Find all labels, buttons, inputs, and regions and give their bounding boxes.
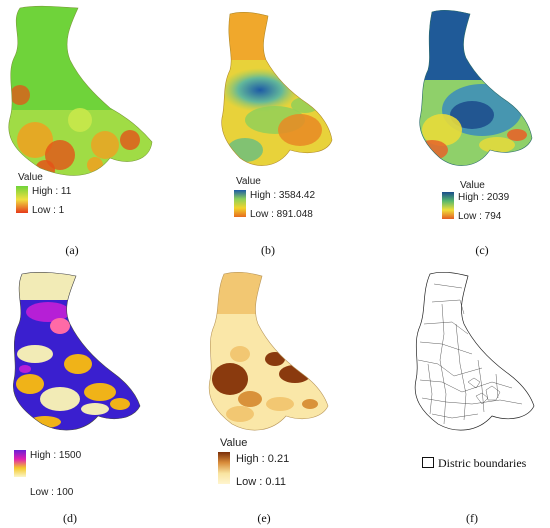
panel-caption: (a) <box>65 243 79 257</box>
panel-b: Value High : 3584.42 Low : 891.048 (b) <box>190 0 370 264</box>
boundary-label: Distric boundaries <box>438 456 527 470</box>
legend-title: Value <box>236 176 261 187</box>
legend-low-label: Low : 1 <box>32 205 65 216</box>
panel-a: Value High : 11 Low : 1 (a) <box>0 0 180 264</box>
panel-d: High : 1500 Low : 100 (d) <box>0 264 180 528</box>
panel-caption: (e) <box>257 511 271 525</box>
panel-caption: (f) <box>466 511 478 525</box>
boundary-swatch <box>422 457 434 468</box>
map-e <box>208 272 329 431</box>
panel-caption: (c) <box>475 243 489 257</box>
legend-title: Value <box>220 437 248 449</box>
legend-low-label: Low : 891.048 <box>250 209 313 220</box>
legend-high-label: High : 2039 <box>458 192 510 203</box>
panel-e: Value High : 0.21 Low : 0.11 (e) <box>190 264 370 528</box>
district-boundaries-legend: Distric boundaries <box>422 456 526 471</box>
legend-low-label: Low : 100 <box>30 487 74 498</box>
legend-color-ramp <box>234 190 246 217</box>
legend-high-label: High : 3584.42 <box>250 190 316 201</box>
legend-high-label: High : 1500 <box>30 450 82 461</box>
map-f <box>414 271 535 431</box>
panel-c: Value High : 2039 Low : 794 (c) <box>372 0 550 264</box>
legend-color-ramp <box>16 186 28 213</box>
legend-low-label: Low : 794 <box>458 211 502 222</box>
legend-color-ramp <box>218 452 230 484</box>
panel-caption: (d) <box>63 511 77 525</box>
legend-high-label: High : 0.21 <box>236 453 290 465</box>
map-b <box>221 12 333 166</box>
legend-title: Value <box>460 180 485 191</box>
panel-f: Distric boundaries (f) <box>372 264 550 528</box>
legend-title: Value <box>18 172 43 183</box>
panel-caption: (b) <box>261 243 275 257</box>
legend-low-label: Low : 0.11 <box>236 476 286 488</box>
legend-color-ramp <box>14 450 26 477</box>
map-d <box>13 272 141 431</box>
map-c <box>419 10 533 166</box>
map-a <box>8 5 153 176</box>
legend-high-label: High : 11 <box>32 186 72 197</box>
legend-color-ramp <box>442 192 454 219</box>
